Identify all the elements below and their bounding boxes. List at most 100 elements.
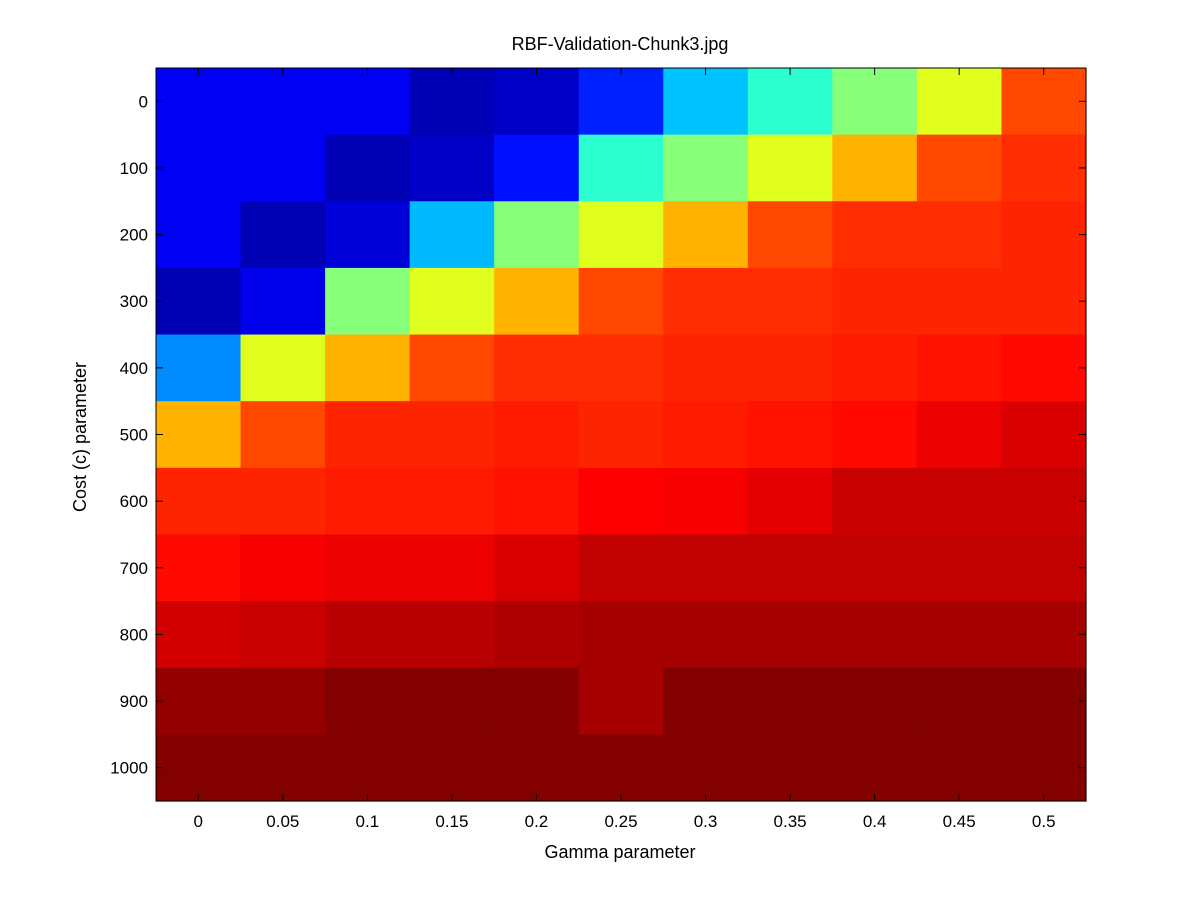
heatmap-cell	[240, 734, 326, 802]
heatmap-cell	[1001, 134, 1087, 202]
heatmap-cell	[494, 601, 580, 669]
heatmap-cell	[156, 734, 242, 802]
heatmap-cell	[916, 467, 1003, 536]
heatmap-cell	[325, 134, 411, 202]
heatmap-cell	[409, 401, 495, 469]
heatmap-cell	[409, 601, 495, 669]
heatmap-cell	[832, 401, 918, 469]
heatmap-cell	[578, 534, 664, 602]
heatmap-cell	[156, 68, 242, 136]
x-tick-label: 0.1	[356, 812, 380, 831]
heatmap-cell	[325, 601, 411, 669]
heatmap-cell	[747, 267, 833, 336]
heatmap-cell	[156, 201, 242, 269]
heatmap-cell	[325, 401, 411, 469]
heatmap-cell	[409, 334, 495, 402]
heatmap-cell	[240, 534, 326, 602]
heatmap-cell	[663, 667, 749, 735]
heatmap-cell	[494, 68, 580, 136]
heatmap-cell	[156, 334, 242, 402]
heatmap-cell	[240, 601, 326, 669]
heatmap-cell	[240, 334, 326, 402]
y-tick-label: 400	[120, 359, 148, 378]
heatmap-cell	[1001, 601, 1087, 669]
heatmap-cell	[409, 267, 495, 336]
chart-title: RBF-Validation-Chunk3.jpg	[512, 34, 729, 54]
heatmap-cell	[1001, 401, 1087, 469]
heatmap-cell	[916, 534, 1003, 602]
heatmap-cell	[663, 401, 749, 469]
heatmap-cell	[663, 334, 749, 402]
heatmap-cell	[747, 68, 833, 136]
heatmap-cell	[832, 534, 918, 602]
heatmap-cell	[916, 667, 1003, 735]
heatmap-cells	[156, 68, 1087, 802]
heatmap-cell	[325, 267, 411, 336]
heatmap-cell	[409, 734, 495, 802]
heatmap-cell	[747, 201, 833, 269]
y-tick-label: 100	[120, 159, 148, 178]
heatmap-cell	[663, 534, 749, 602]
y-tick-label: 800	[120, 625, 148, 644]
heatmap-cell	[578, 68, 664, 136]
heatmap-cell	[240, 667, 326, 735]
heatmap-cell	[325, 334, 411, 402]
x-tick-label: 0.45	[943, 812, 976, 831]
heatmap-cell	[1001, 734, 1087, 802]
x-tick-label: 0.4	[863, 812, 887, 831]
heatmap-cell	[325, 201, 411, 269]
heatmap-cell	[156, 467, 242, 536]
heatmap-cell	[156, 534, 242, 602]
heatmap-cell	[916, 334, 1003, 402]
heatmap-cell	[1001, 68, 1087, 136]
x-tick-label: 0.2	[525, 812, 549, 831]
heatmap-cell	[409, 201, 495, 269]
heatmap-cell	[240, 467, 326, 536]
y-tick-label: 200	[120, 226, 148, 245]
heatmap-cell	[325, 534, 411, 602]
heatmap-cell	[494, 267, 580, 336]
heatmap-cell	[409, 467, 495, 536]
heatmap-cell	[832, 201, 918, 269]
heatmap-cell	[663, 267, 749, 336]
heatmap-cell	[832, 667, 918, 735]
heatmap-cell	[578, 467, 664, 536]
heatmap-cell	[747, 467, 833, 536]
heatmap-cell	[578, 201, 664, 269]
heatmap-cell	[240, 401, 326, 469]
heatmap-cell	[1001, 267, 1087, 336]
heatmap-cell	[494, 734, 580, 802]
heatmap-cell	[156, 601, 242, 669]
heatmap-cell	[325, 667, 411, 735]
heatmap-cell	[663, 734, 749, 802]
heatmap-cell	[494, 334, 580, 402]
x-tick-label: 0.25	[604, 812, 637, 831]
x-axis: 0 0.05 0.1 0.15 0.2 0.25 0.3 0.35 0.4 0.45 0.5	[194, 68, 1056, 831]
heatmap-cell	[578, 401, 664, 469]
heatmap-cell	[916, 267, 1003, 336]
heatmap-cell	[832, 267, 918, 336]
y-tick-label: 300	[120, 292, 148, 311]
heatmap-cell	[832, 734, 918, 802]
heatmap-cell	[916, 401, 1003, 469]
heatmap-cell	[409, 134, 495, 202]
heatmap-cell	[240, 201, 326, 269]
heatmap-cell	[747, 401, 833, 469]
heatmap-cell	[156, 401, 242, 469]
heatmap-cell	[409, 667, 495, 735]
x-axis-label: Gamma parameter	[544, 842, 695, 862]
y-tick-label: 500	[120, 426, 148, 445]
heatmap-cell	[663, 68, 749, 136]
heatmap-cell	[832, 134, 918, 202]
heatmap-cell	[916, 734, 1003, 802]
heatmap-cell	[916, 134, 1003, 202]
heatmap-cell	[240, 134, 326, 202]
heatmap-cell	[494, 467, 580, 536]
heatmap-cell	[663, 601, 749, 669]
heatmap-cell	[240, 267, 326, 336]
heatmap-cell	[832, 601, 918, 669]
heatmap-cell	[578, 601, 664, 669]
heatmap-cell	[494, 401, 580, 469]
heatmap-cell	[1001, 534, 1087, 602]
